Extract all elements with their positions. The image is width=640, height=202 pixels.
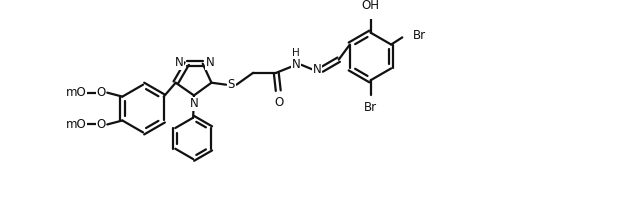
Text: N: N (292, 58, 301, 71)
Text: O: O (96, 86, 106, 99)
Text: N: N (312, 63, 321, 76)
Text: H: H (292, 48, 300, 58)
Text: Br: Br (413, 29, 426, 42)
Text: N: N (189, 97, 198, 110)
Text: N: N (175, 56, 184, 69)
Text: OH: OH (362, 0, 380, 12)
Text: N: N (206, 56, 214, 69)
Text: O: O (96, 118, 106, 131)
Text: mO: mO (66, 118, 86, 131)
Text: Br: Br (364, 101, 377, 114)
Text: O: O (275, 96, 284, 109)
Text: mO: mO (66, 86, 86, 99)
Text: S: S (228, 78, 235, 91)
